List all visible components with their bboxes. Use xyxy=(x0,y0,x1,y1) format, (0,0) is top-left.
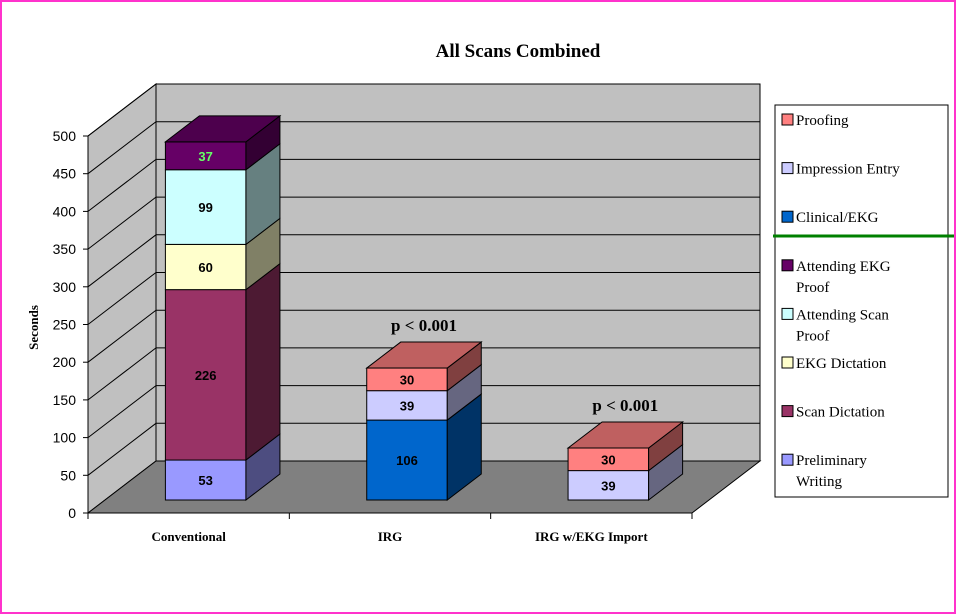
legend-label: Preliminary Writing xyxy=(796,453,867,490)
legend-item-clinical-ekg: Clinical/EKG xyxy=(781,210,879,226)
bar-irg-w-ekg-import-proofing: 30 xyxy=(566,420,685,472)
x-axis: Conventional IRG IRG w/EKG Import xyxy=(87,512,693,544)
x-tick-label-irg: IRG xyxy=(378,529,403,544)
gridline xyxy=(87,385,760,438)
chart-title: All Scans Combined xyxy=(436,41,601,62)
legend-label: Scan Dictation xyxy=(796,405,885,421)
legend: Proofing Impression Entry Clinical/EKG Atte… xyxy=(773,104,954,498)
y-axis: 0 50 100 150 200 250 300 350 400 450 500 xyxy=(53,128,89,521)
annotations: p < 0.001 p < 0.001 xyxy=(391,316,658,415)
legend-item-ekg-dictation: EKG Dictation xyxy=(781,356,887,372)
legend-swatch xyxy=(781,113,794,126)
legend-box xyxy=(774,104,949,498)
y-tick-label: 400 xyxy=(53,203,77,219)
bar-front-face xyxy=(366,419,448,501)
data-label: 53 xyxy=(198,473,212,488)
legend-swatch xyxy=(781,162,794,175)
y-tick-label: 300 xyxy=(53,279,77,295)
data-label: 37 xyxy=(198,149,212,164)
legend-label: Proofing xyxy=(796,113,849,129)
bar-irg-proofing: 30 xyxy=(365,341,483,392)
gridline xyxy=(87,196,760,250)
y-tick-label: 150 xyxy=(53,392,77,408)
gridline xyxy=(87,158,760,212)
bar-top-face xyxy=(163,115,282,143)
x-tick-label-irg-w-ekg-import: IRG w/EKG Import xyxy=(535,529,648,544)
bar-front-face xyxy=(164,243,247,291)
y-tick-label: 100 xyxy=(53,430,77,446)
gridline xyxy=(87,272,760,325)
bar-conventional-attending-ekg-proof: 37 xyxy=(163,114,282,171)
bar-conventional-scan-dictation: 226 xyxy=(164,262,281,462)
y-tick-label: 250 xyxy=(53,317,77,333)
y-tick-label: 0 xyxy=(68,505,76,521)
gridline xyxy=(87,83,760,137)
bar-conventional-attending-scan-proof: 99 xyxy=(164,142,281,246)
gridline xyxy=(87,309,760,363)
bar-front-face xyxy=(164,141,247,171)
bar-top-face xyxy=(566,421,685,449)
legend-swatch xyxy=(781,259,794,272)
legend-item-preliminary-writing: Preliminary Writing xyxy=(781,453,867,490)
legend-item-scan-dictation: Scan Dictation xyxy=(781,405,885,421)
legend-swatch xyxy=(781,307,794,320)
bar-side-face xyxy=(245,262,281,462)
bar-conventional-ekg-dictation: 60 xyxy=(164,217,281,291)
bar-top-face xyxy=(365,341,483,369)
data-label: 39 xyxy=(400,398,414,413)
annotation-p-value: p < 0.001 xyxy=(592,396,658,415)
legend-item-proofing: Proofing xyxy=(781,113,849,129)
legend-label: Impression Entry xyxy=(796,162,900,178)
legend-label: Attending EKG Proof xyxy=(796,259,891,296)
x-tick-label-conventional: Conventional xyxy=(151,529,226,544)
legend-item-attending-scan-proof: Attending Scan Proof xyxy=(781,307,889,344)
gridline xyxy=(87,121,760,175)
legend-label: EKG Dictation xyxy=(796,356,887,372)
legend-item-attending-ekg-proof: Attending EKG Proof xyxy=(781,259,891,296)
gridline xyxy=(87,347,760,401)
legend-swatch xyxy=(781,210,794,223)
gridline xyxy=(87,234,760,288)
bar-front-face xyxy=(366,390,448,421)
bars: 53 226 60 99 37 106 39 30 39 30 xyxy=(163,114,685,502)
legend-label: Clinical/EKG xyxy=(796,210,879,226)
y-tick-label: 200 xyxy=(53,354,77,370)
data-label: 106 xyxy=(396,453,418,468)
data-label: 30 xyxy=(400,372,414,387)
y-tick-label: 350 xyxy=(53,241,77,257)
legend-swatch xyxy=(781,356,794,369)
y-tick-label: 450 xyxy=(53,166,77,182)
annotation-p-value: p < 0.001 xyxy=(391,316,457,335)
legend-swatch xyxy=(781,405,794,418)
gridlines xyxy=(87,83,760,476)
y-axis-label: Seconds xyxy=(26,305,41,350)
bar-irg-impression-entry: 39 xyxy=(366,363,482,422)
gridline xyxy=(87,422,760,476)
data-label: 30 xyxy=(601,452,615,467)
legend-swatch xyxy=(781,453,794,466)
data-label: 39 xyxy=(601,478,615,493)
legend-item-impression-entry: Impression Entry xyxy=(781,162,900,178)
bar-irg-clinical-ekg: 106 xyxy=(366,393,482,502)
bar-front-face xyxy=(164,169,247,245)
y-tick-label: 50 xyxy=(60,467,76,483)
legend-label: Attending Scan Proof xyxy=(796,307,889,344)
y-tick-label: 500 xyxy=(53,128,77,144)
data-label: 60 xyxy=(198,260,212,275)
data-label: 99 xyxy=(198,200,212,215)
data-label: 226 xyxy=(195,368,217,383)
bar-irg-w-ekg-import-impression-entry: 39 xyxy=(567,443,684,502)
